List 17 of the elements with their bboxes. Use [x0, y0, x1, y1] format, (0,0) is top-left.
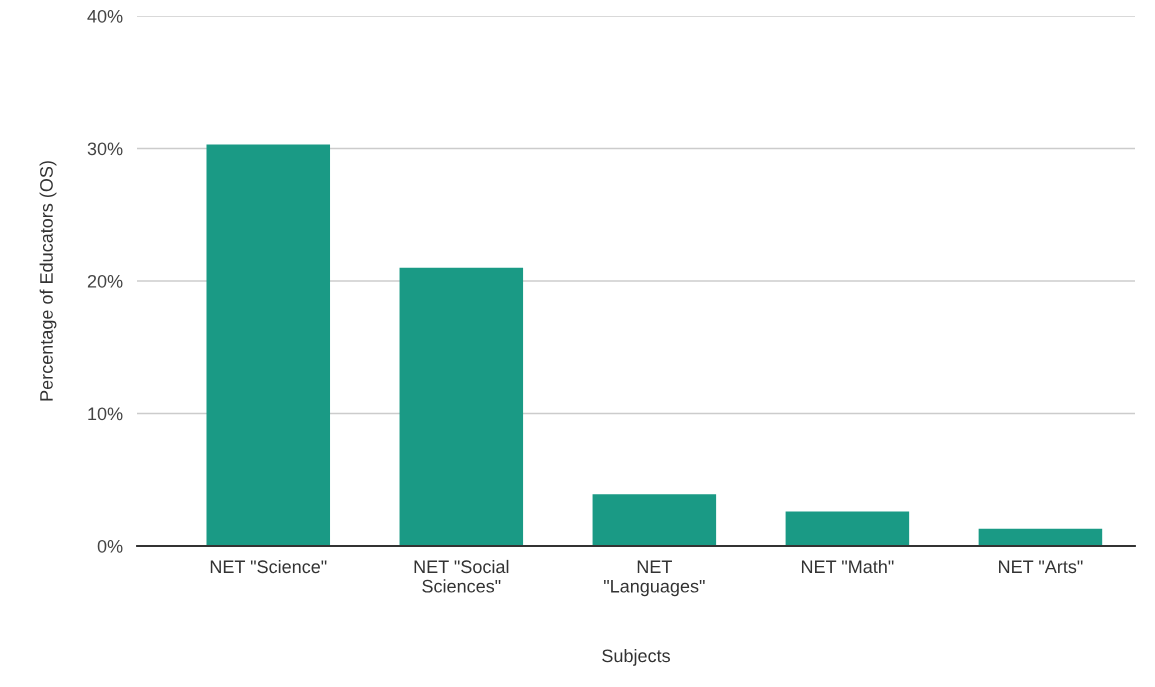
y-axis-title: Percentage of Educators (OS) [39, 161, 57, 401]
y-tick-label: 20% [87, 274, 123, 288]
bar [206, 144, 331, 546]
bar [785, 511, 910, 546]
y-tick-label: 0% [97, 539, 123, 553]
x-tick-label: NET "Math" [801, 559, 894, 574]
y-tick-label: 10% [88, 407, 123, 421]
x-tick-label: NET "Social Sciences" [414, 559, 509, 593]
x-tick-label: NET "Science" [210, 559, 327, 574]
bar [399, 267, 524, 546]
x-tick-label: NET "Languages" [604, 560, 705, 597]
y-tick-label: 30% [87, 142, 123, 156]
x-tick-label: NET "Arts" [999, 560, 1083, 574]
y-tick-label: 40% [87, 9, 123, 23]
bar [592, 494, 717, 546]
x-axis-title: Subjects [602, 648, 670, 666]
bar [978, 528, 1103, 546]
